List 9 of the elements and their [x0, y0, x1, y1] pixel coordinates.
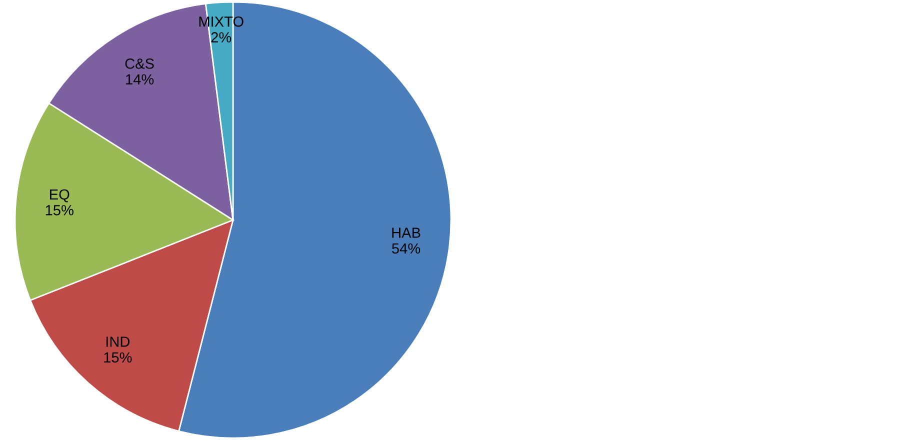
data-label: 14% [126, 74, 154, 84]
slice-label: EQ [50, 189, 70, 202]
slice-label: C&S [125, 58, 154, 69]
slice-label: HAB [392, 228, 420, 238]
slice-label: IND [106, 336, 130, 347]
data-label: 15% [46, 205, 74, 216]
data-label: 2% [211, 32, 232, 42]
data-label: 54% [392, 243, 420, 254]
data-label: 15% [104, 352, 132, 363]
